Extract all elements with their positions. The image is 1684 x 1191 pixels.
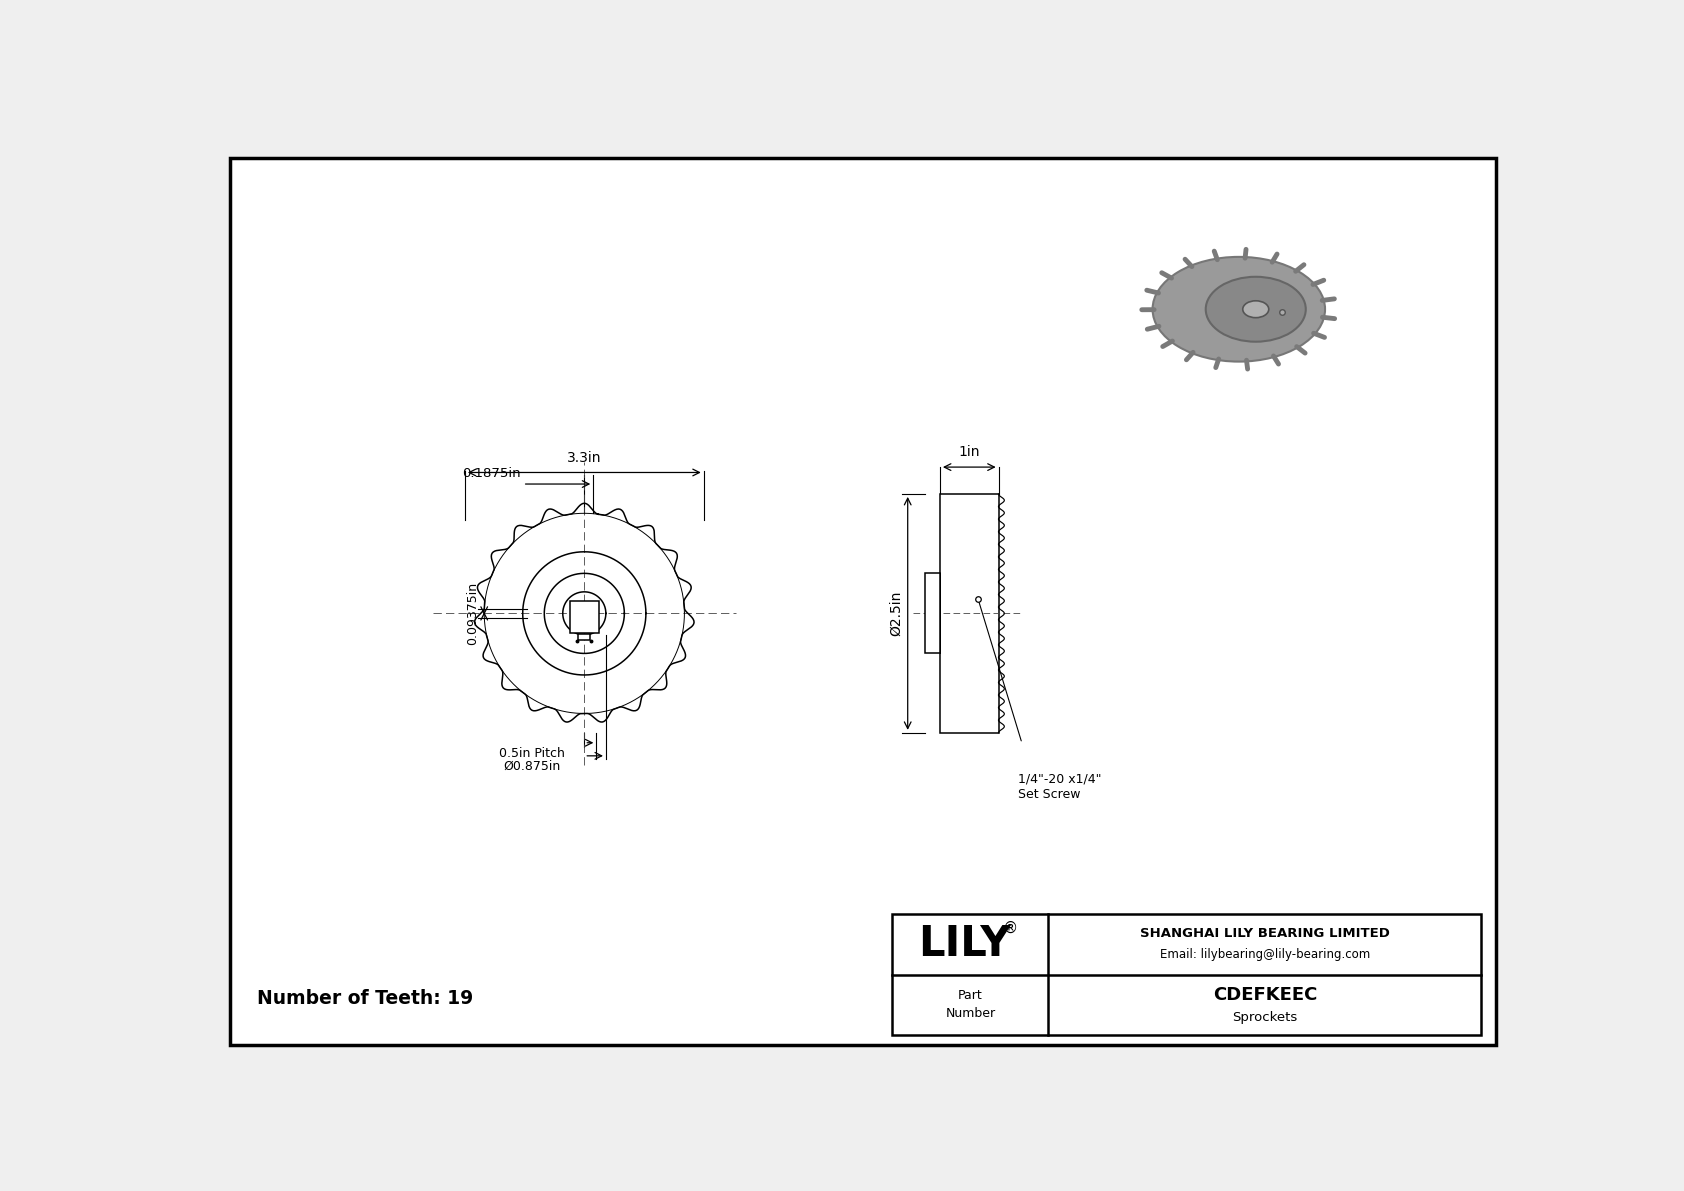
Text: 0.5in Pitch: 0.5in Pitch bbox=[498, 747, 564, 760]
Ellipse shape bbox=[1152, 257, 1325, 362]
Text: 1in: 1in bbox=[958, 445, 980, 460]
Text: Part
Number: Part Number bbox=[945, 990, 995, 1021]
Text: LILY: LILY bbox=[918, 923, 1010, 965]
Text: Ø0.875in: Ø0.875in bbox=[504, 760, 561, 773]
Text: Sprockets: Sprockets bbox=[1233, 1011, 1297, 1024]
Text: 3.3in: 3.3in bbox=[568, 450, 601, 464]
Bar bbox=[569, 601, 600, 634]
Ellipse shape bbox=[1243, 301, 1268, 318]
Bar bbox=[893, 913, 1482, 1035]
Text: 1/4"-20 x1/4"
Set Screw: 1/4"-20 x1/4" Set Screw bbox=[1019, 773, 1101, 800]
Text: SHANGHAI LILY BEARING LIMITED: SHANGHAI LILY BEARING LIMITED bbox=[1140, 927, 1389, 940]
Text: Email: lilybearing@lily-bearing.com: Email: lilybearing@lily-bearing.com bbox=[1160, 948, 1371, 961]
Text: CDEFKEEC: CDEFKEEC bbox=[1212, 986, 1317, 1004]
Bar bbox=[925, 573, 940, 654]
Text: ®: ® bbox=[1002, 921, 1019, 936]
Text: Number of Teeth: 19: Number of Teeth: 19 bbox=[258, 989, 473, 1008]
Text: 0.09375in: 0.09375in bbox=[466, 582, 480, 646]
Ellipse shape bbox=[1206, 276, 1305, 342]
Bar bbox=[578, 634, 589, 640]
Bar bbox=[940, 494, 999, 732]
Text: 0.1875in: 0.1875in bbox=[463, 467, 522, 480]
Text: Ø2.5in: Ø2.5in bbox=[889, 591, 903, 636]
